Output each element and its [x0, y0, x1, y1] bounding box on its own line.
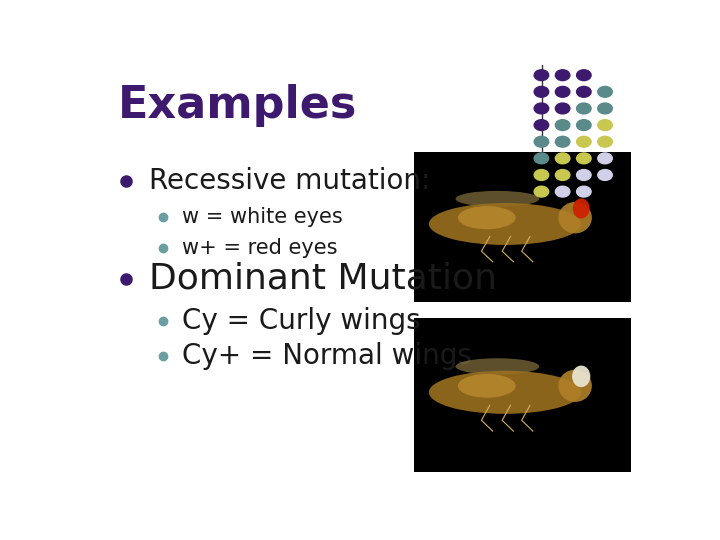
Circle shape — [598, 136, 612, 147]
Circle shape — [555, 103, 570, 114]
Text: Dominant Mutation: Dominant Mutation — [148, 262, 497, 296]
Circle shape — [577, 170, 591, 180]
Text: Cy+ = Normal wings: Cy+ = Normal wings — [182, 342, 472, 370]
Ellipse shape — [429, 203, 581, 245]
Circle shape — [534, 70, 549, 80]
Circle shape — [534, 103, 549, 114]
Circle shape — [555, 70, 570, 80]
Circle shape — [577, 186, 591, 197]
Text: w+ = red eyes: w+ = red eyes — [182, 238, 338, 258]
Circle shape — [598, 170, 612, 180]
Ellipse shape — [573, 198, 590, 219]
Text: Cy = Curly wings: Cy = Curly wings — [182, 307, 420, 334]
Circle shape — [577, 86, 591, 97]
Ellipse shape — [458, 374, 516, 397]
Ellipse shape — [572, 366, 590, 387]
Circle shape — [577, 120, 591, 131]
Text: Examples: Examples — [118, 84, 357, 126]
Circle shape — [598, 120, 612, 131]
Circle shape — [598, 86, 612, 97]
Text: w = white eyes: w = white eyes — [182, 207, 343, 227]
Ellipse shape — [458, 206, 516, 229]
Circle shape — [534, 153, 549, 164]
Circle shape — [555, 170, 570, 180]
Ellipse shape — [429, 371, 581, 414]
Circle shape — [534, 136, 549, 147]
Circle shape — [555, 86, 570, 97]
FancyBboxPatch shape — [413, 319, 631, 472]
Circle shape — [534, 186, 549, 197]
Circle shape — [555, 120, 570, 131]
Circle shape — [577, 103, 591, 114]
Ellipse shape — [558, 370, 592, 402]
Circle shape — [534, 120, 549, 131]
Circle shape — [534, 86, 549, 97]
Ellipse shape — [456, 358, 539, 375]
Circle shape — [577, 70, 591, 80]
Circle shape — [598, 103, 612, 114]
Circle shape — [577, 136, 591, 147]
Circle shape — [555, 186, 570, 197]
Circle shape — [555, 136, 570, 147]
Ellipse shape — [456, 191, 539, 207]
FancyBboxPatch shape — [413, 152, 631, 302]
Circle shape — [598, 153, 612, 164]
Text: Recessive mutation:: Recessive mutation: — [148, 167, 430, 195]
Circle shape — [555, 153, 570, 164]
Circle shape — [534, 170, 549, 180]
Ellipse shape — [558, 202, 592, 233]
Circle shape — [577, 153, 591, 164]
